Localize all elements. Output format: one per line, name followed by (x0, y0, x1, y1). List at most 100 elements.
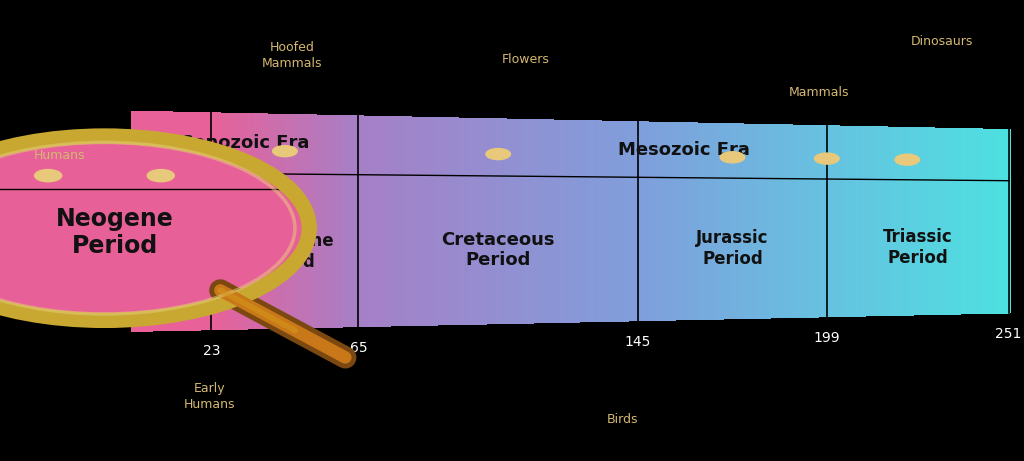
Bar (632, 121, 635, 321)
Bar (659, 122, 663, 321)
Bar (578, 120, 581, 323)
Bar (583, 120, 585, 322)
Bar (294, 114, 296, 329)
Bar (603, 121, 605, 322)
Bar (454, 118, 456, 325)
Bar (575, 120, 578, 323)
Bar (907, 127, 910, 316)
Text: Modern
Humans: Modern Humans (34, 133, 85, 162)
Bar (369, 116, 371, 327)
Bar (909, 127, 911, 316)
Bar (838, 125, 840, 317)
Bar (625, 121, 628, 321)
Bar (927, 127, 929, 315)
Bar (246, 113, 248, 330)
Bar (417, 117, 419, 326)
Bar (906, 127, 908, 316)
Bar (370, 116, 373, 327)
Bar (525, 119, 527, 324)
Bar (666, 122, 669, 321)
Bar (584, 120, 587, 322)
Bar (251, 113, 254, 330)
Bar (964, 128, 966, 314)
Bar (196, 112, 198, 331)
Bar (766, 124, 768, 319)
Bar (783, 124, 785, 318)
Bar (842, 125, 844, 317)
Bar (356, 115, 359, 327)
Bar (516, 119, 519, 324)
Bar (469, 118, 472, 325)
Bar (411, 117, 414, 326)
Bar (972, 128, 975, 314)
Bar (797, 124, 799, 318)
Bar (447, 117, 450, 325)
Bar (352, 115, 354, 327)
Bar (645, 121, 648, 321)
Bar (925, 127, 928, 315)
Bar (281, 114, 283, 329)
Bar (399, 116, 401, 326)
Bar (821, 125, 823, 318)
Bar (197, 112, 200, 331)
Bar (900, 127, 903, 316)
Bar (829, 125, 833, 317)
Bar (0, 162, 309, 189)
Bar (366, 116, 368, 327)
Bar (863, 126, 866, 317)
Bar (792, 124, 795, 318)
Bar (648, 122, 650, 321)
Bar (132, 111, 135, 332)
Bar (913, 127, 915, 315)
Bar (590, 120, 592, 322)
Bar (751, 124, 754, 319)
Bar (740, 124, 743, 319)
Bar (137, 111, 139, 332)
Bar (161, 111, 163, 331)
Bar (273, 113, 275, 329)
Bar (974, 128, 976, 314)
Bar (307, 114, 309, 328)
Bar (981, 129, 983, 314)
Bar (802, 125, 805, 318)
Bar (298, 114, 301, 328)
Text: Dinosaurs: Dinosaurs (911, 35, 973, 48)
Bar (212, 112, 214, 330)
Bar (604, 121, 607, 322)
Bar (707, 123, 710, 320)
Bar (179, 112, 182, 331)
Bar (184, 112, 186, 331)
Text: Cretaceous
Period: Cretaceous Period (441, 230, 555, 270)
Bar (1006, 129, 1009, 313)
Bar (219, 112, 221, 330)
Bar (333, 115, 336, 328)
Bar (617, 121, 620, 322)
Bar (285, 114, 288, 329)
Bar (257, 113, 259, 329)
Bar (199, 112, 201, 331)
Bar (608, 121, 611, 322)
Bar (663, 122, 666, 321)
Bar (523, 119, 526, 324)
Bar (624, 121, 626, 322)
Bar (325, 115, 327, 328)
Bar (372, 116, 374, 327)
Bar (668, 122, 670, 321)
Bar (355, 115, 357, 327)
Bar (1008, 129, 1010, 313)
Bar (559, 119, 561, 323)
Bar (543, 119, 545, 323)
Bar (282, 114, 285, 329)
Bar (513, 118, 516, 324)
Bar (506, 118, 509, 324)
Bar (501, 118, 503, 324)
Bar (611, 121, 614, 322)
Bar (896, 127, 898, 316)
Bar (156, 111, 159, 331)
Bar (876, 126, 878, 316)
Bar (818, 125, 820, 318)
Bar (702, 123, 705, 320)
Bar (944, 128, 946, 315)
Bar (696, 123, 699, 320)
Bar (746, 124, 749, 319)
